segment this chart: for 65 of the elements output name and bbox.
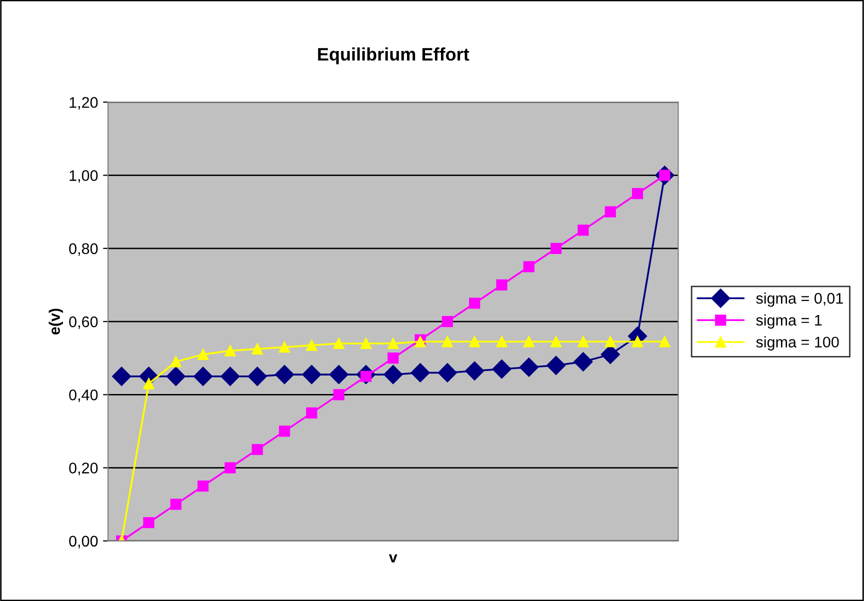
- point: [523, 336, 534, 348]
- y-tick-label: 0,80: [69, 243, 98, 256]
- point: [604, 336, 616, 348]
- point: [496, 336, 508, 348]
- point: [143, 378, 154, 390]
- point: [194, 366, 213, 386]
- point: [523, 261, 534, 272]
- legend-label: sigma = 1: [756, 314, 822, 329]
- point: [170, 356, 182, 368]
- point: [469, 336, 480, 348]
- point: [112, 366, 132, 386]
- point: [274, 365, 294, 384]
- legend-label: sigma = 100: [756, 336, 839, 351]
- point: [224, 462, 236, 474]
- legend-label: sigma = 0,01: [756, 292, 843, 307]
- point: [578, 336, 589, 348]
- point: [302, 365, 322, 384]
- point: [659, 336, 670, 348]
- point: [143, 517, 154, 528]
- point: [550, 336, 562, 348]
- y-tick-label: 0,40: [69, 390, 98, 402]
- point: [442, 336, 453, 348]
- point: [197, 348, 209, 360]
- point: [469, 298, 480, 309]
- point: [252, 444, 263, 456]
- point: [465, 361, 484, 380]
- point: [632, 188, 644, 200]
- point: [388, 338, 399, 350]
- point: [166, 366, 186, 386]
- point: [519, 358, 538, 377]
- y-tick-label: 1,20: [70, 97, 98, 110]
- point: [492, 360, 512, 379]
- y-tick-label: 0,60: [69, 316, 98, 330]
- point: [410, 363, 430, 382]
- point: [252, 343, 263, 355]
- point: [278, 426, 290, 437]
- point: [574, 352, 593, 372]
- chart-title: Equilibrium Effort: [318, 47, 470, 64]
- point: [388, 352, 399, 364]
- point: [360, 338, 372, 350]
- point: [384, 365, 403, 384]
- point: [442, 316, 453, 328]
- point: [224, 345, 236, 356]
- point: [578, 224, 589, 236]
- point: [604, 206, 616, 218]
- point: [333, 338, 344, 350]
- point: [197, 480, 209, 492]
- y-axis-title: e(v): [48, 308, 63, 335]
- point: [550, 242, 562, 254]
- point: [329, 365, 348, 384]
- point: [496, 279, 508, 291]
- point: [546, 356, 566, 375]
- point: [632, 336, 644, 348]
- point: [306, 407, 318, 418]
- point: [306, 340, 318, 351]
- point: [170, 498, 182, 510]
- y-tick-label: 1,00: [70, 170, 98, 183]
- point: [248, 366, 267, 386]
- point: [220, 366, 240, 386]
- point: [333, 389, 344, 400]
- point: [438, 363, 457, 382]
- x-axis-title: v: [388, 554, 398, 562]
- y-tick-label: 0,00: [69, 536, 98, 548]
- point: [278, 342, 290, 353]
- y-tick-label: 0,20: [69, 462, 98, 476]
